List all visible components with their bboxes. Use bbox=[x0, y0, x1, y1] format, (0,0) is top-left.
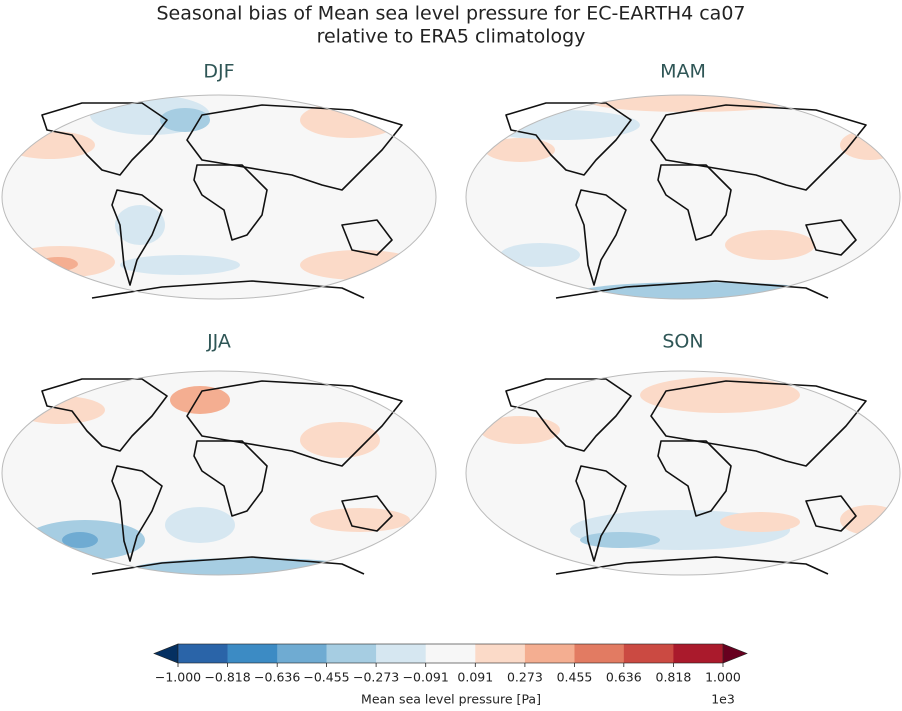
map-mam bbox=[465, 94, 901, 300]
colorbar-extend-high bbox=[722, 643, 748, 664]
colorbar-frame bbox=[177, 643, 724, 664]
colorbar-tick-label: −0.091 bbox=[403, 670, 449, 685]
colorbar-tick-label: 0.455 bbox=[557, 670, 593, 685]
colorbar-tick-label: −0.455 bbox=[303, 670, 349, 685]
colorbar-tick-label: −1.000 bbox=[155, 670, 201, 685]
colorbar-label: Mean sea level pressure [Pa] bbox=[361, 692, 541, 707]
colorbar-tick-label: 0.091 bbox=[457, 670, 493, 685]
map-jja bbox=[1, 370, 437, 576]
panel-title: SON bbox=[662, 331, 703, 353]
panel-title: MAM bbox=[660, 61, 706, 83]
panel-title: JJA bbox=[206, 331, 231, 353]
colorbar-segment bbox=[376, 644, 427, 663]
colorbar-offset: 1e3 bbox=[711, 692, 735, 707]
colorbar-tick-label: 0.636 bbox=[606, 670, 642, 685]
colorbar: −1.000 −0.818 −0.636 −0.455 −0.273 −0.091 0.09… bbox=[153, 643, 748, 685]
colorbar-tick-label: 0.273 bbox=[507, 670, 543, 685]
panel-title: DJF bbox=[203, 61, 234, 83]
colorbar-segment bbox=[623, 644, 674, 663]
colorbar-extend-low bbox=[153, 643, 179, 664]
colorbar-tick-label: −0.636 bbox=[254, 670, 300, 685]
colorbar-segment bbox=[673, 644, 724, 663]
colorbar-tick-label: −0.273 bbox=[353, 670, 399, 685]
colorbar-tick-label: 1.000 bbox=[705, 670, 741, 685]
colorbar-tick-label: 0.818 bbox=[656, 670, 692, 685]
colorbar-segment bbox=[475, 644, 526, 663]
colorbar-segment bbox=[227, 644, 278, 663]
colorbar-segment bbox=[425, 644, 476, 663]
colorbar-segment bbox=[574, 644, 625, 663]
title-line: Seasonal bias of Mean sea level pressure… bbox=[157, 3, 746, 25]
colorbar-segment bbox=[326, 644, 377, 663]
title-line: relative to ERA5 climatology bbox=[317, 26, 586, 48]
colorbar-segment bbox=[277, 644, 327, 663]
colorbar-segment bbox=[524, 644, 575, 663]
map-djf bbox=[1, 94, 437, 300]
map-son bbox=[465, 370, 901, 576]
colorbar-segment bbox=[178, 644, 228, 663]
colorbar-tick-label: −0.818 bbox=[204, 670, 250, 685]
